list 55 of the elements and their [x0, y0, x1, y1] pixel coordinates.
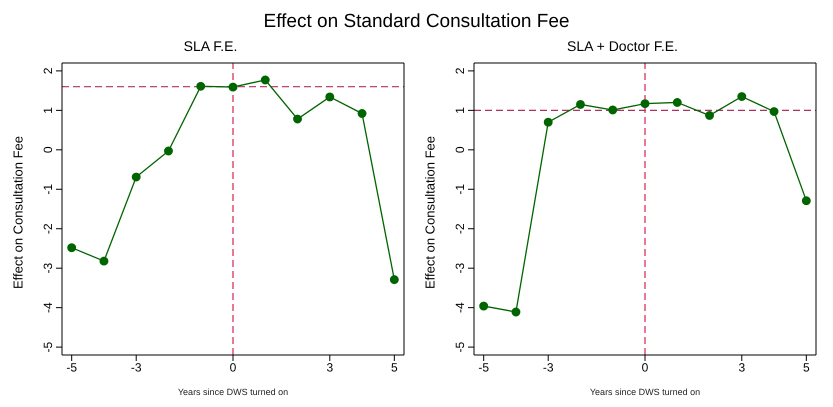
y-axis-title: Effect on Consultation Fee: [422, 136, 438, 289]
y-tick-label: -1: [41, 184, 55, 195]
y-tick-label: -4: [453, 302, 467, 313]
chart-subtitle: SLA F.E.: [182, 38, 238, 56]
y-tick-label: -3: [41, 262, 55, 274]
point: [196, 82, 206, 91]
y-tick-label: 0: [41, 146, 55, 154]
point: [705, 111, 714, 120]
y-tick-label: -4: [41, 302, 55, 313]
point: [260, 76, 270, 84]
chart-title: Effect on Standard Consultation Fee: [262, 10, 570, 34]
point: [576, 100, 585, 109]
point: [511, 308, 520, 316]
x-tick-label: -3: [542, 360, 554, 375]
y-tick-label: 0: [453, 146, 467, 154]
point: [737, 92, 746, 101]
x-axis-title: Years since DWS turned on: [178, 387, 288, 397]
point: [770, 107, 779, 116]
x-axis-title: Years since DWS turned on: [590, 387, 700, 397]
y-tick-label: 2: [453, 67, 467, 74]
chart-subtitle: SLA + Doctor F.E.: [566, 38, 679, 56]
y-tick-label: 2: [41, 67, 55, 74]
x-tick-label: 3: [738, 360, 746, 375]
y-tick-label: -5: [453, 341, 467, 352]
point: [640, 99, 650, 108]
y-tick-label: -2: [41, 223, 55, 234]
x-tick-label: 0: [230, 360, 237, 375]
point: [672, 98, 682, 107]
y-tick-label: -1: [453, 184, 467, 195]
y-axis-title: Effect on Consultation Fee: [10, 136, 26, 289]
y-tick-label: -5: [41, 341, 55, 352]
point: [802, 196, 811, 206]
point: [390, 275, 399, 284]
point: [608, 106, 618, 114]
point: [99, 256, 108, 266]
point: [67, 243, 76, 252]
x-tick-label: 5: [390, 360, 398, 375]
point: [293, 114, 302, 124]
point: [132, 172, 141, 182]
point: [544, 118, 553, 127]
x-tick-label: -3: [130, 360, 142, 375]
point: [325, 92, 334, 102]
x-tick-label: 0: [642, 360, 649, 375]
x-tick-label: -5: [66, 360, 78, 375]
point: [479, 302, 488, 311]
x-tick-label: -5: [478, 360, 490, 375]
point: [228, 82, 238, 92]
point: [164, 146, 173, 156]
x-tick-label: 5: [802, 360, 810, 375]
y-tick-label: -3: [453, 262, 467, 274]
point: [358, 109, 367, 118]
x-tick-label: 3: [326, 360, 334, 375]
y-tick-label: -2: [453, 223, 467, 234]
y-tick-label: 1: [41, 106, 55, 114]
y-tick-label: 1: [453, 106, 467, 114]
